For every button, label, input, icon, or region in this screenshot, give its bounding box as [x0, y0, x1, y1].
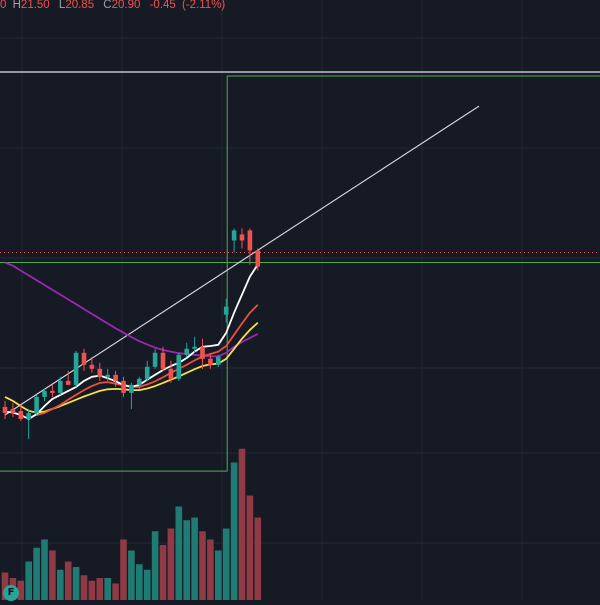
legend-change: -0.45 — [149, 0, 176, 11]
candle-body — [26, 412, 31, 419]
candle-body — [231, 230, 237, 241]
volume-bar — [96, 578, 104, 600]
volume-bar — [199, 531, 206, 600]
volume-bar — [238, 448, 246, 600]
legend-high-label: H — [12, 0, 21, 11]
candle-body — [216, 356, 221, 365]
legend-open-fragment: 0 — [0, 0, 7, 11]
volume-bar — [72, 567, 80, 600]
volume-bar — [104, 578, 111, 600]
candle-body — [176, 354, 182, 379]
candle-body — [239, 234, 245, 241]
volume-bar — [33, 547, 40, 600]
volume-bar — [215, 550, 222, 600]
candle-body — [34, 396, 39, 413]
candle-body — [18, 410, 24, 419]
volume-bar — [254, 517, 262, 600]
volume-bar — [25, 561, 32, 600]
volume-bar — [207, 539, 214, 600]
volume-bar — [49, 550, 56, 600]
candle-body — [89, 364, 95, 369]
ohlc-legend: 0 H21.50 L20.85 C20.90 -0.45 (-2.11%) — [0, 0, 228, 13]
volume-bar — [159, 545, 167, 600]
legend-high: H21.50 — [13, 0, 53, 11]
volume-bar — [230, 462, 238, 600]
legend-close-label: C — [103, 0, 112, 11]
candle-body — [152, 352, 158, 367]
volume-bar — [88, 580, 96, 600]
candle-body — [200, 346, 205, 359]
volume-bar — [80, 575, 88, 600]
candle-body — [137, 378, 142, 385]
volume-bar — [120, 539, 127, 600]
candle-body — [97, 368, 103, 377]
candle-body — [10, 408, 16, 413]
candle-body — [160, 352, 166, 369]
volume-bar — [17, 580, 25, 600]
volume-bar — [57, 569, 64, 600]
volume-bar — [222, 528, 230, 600]
candle-body — [42, 390, 47, 397]
legend-close-value: 20.90 — [111, 0, 141, 11]
volume-bar — [41, 539, 48, 600]
candle-body — [129, 384, 134, 393]
volume-bar — [112, 583, 119, 600]
legend-low-value: 20.85 — [65, 0, 95, 11]
range-box-lower — [0, 262, 228, 472]
volume-bar — [191, 517, 198, 600]
legend-change-percent: (-2.11%) — [182, 0, 226, 11]
candle-body — [81, 352, 87, 365]
volume-bar — [151, 531, 159, 600]
volume-bar — [143, 569, 151, 600]
volume-bar — [128, 550, 135, 600]
candle-body — [247, 230, 253, 251]
candle-body — [184, 348, 189, 355]
candle-body — [50, 390, 55, 393]
moving-average-mid — [36, 304, 259, 416]
target-box-upper — [226, 75, 600, 264]
candle-body — [223, 306, 229, 315]
candle-body — [192, 346, 197, 349]
legend-high-value: 21.50 — [20, 0, 50, 11]
candle-body — [168, 368, 174, 379]
financials-badge-icon[interactable]: F — [3, 585, 19, 601]
volume-bar — [175, 506, 183, 600]
legend-close: C20.90 — [103, 0, 143, 11]
candle-body — [208, 358, 213, 365]
legend-low: L20.85 — [59, 0, 97, 11]
candle-body — [255, 250, 261, 267]
candle-body — [2, 406, 8, 413]
volume-bar — [167, 528, 175, 600]
candle-body — [73, 352, 79, 385]
volume-bar — [64, 561, 72, 600]
moving-average-long — [4, 261, 259, 358]
legend-low-label: L — [58, 0, 66, 11]
candle-body — [105, 374, 110, 377]
candle-body — [65, 380, 71, 385]
volume-bar — [136, 564, 143, 600]
candle-body — [121, 380, 126, 393]
volume-bar — [183, 520, 190, 600]
candlesticks — [2, 228, 261, 440]
candle-body — [144, 366, 150, 379]
volume-bar — [246, 495, 254, 600]
candle-body — [113, 374, 118, 381]
candle-body — [58, 380, 63, 393]
